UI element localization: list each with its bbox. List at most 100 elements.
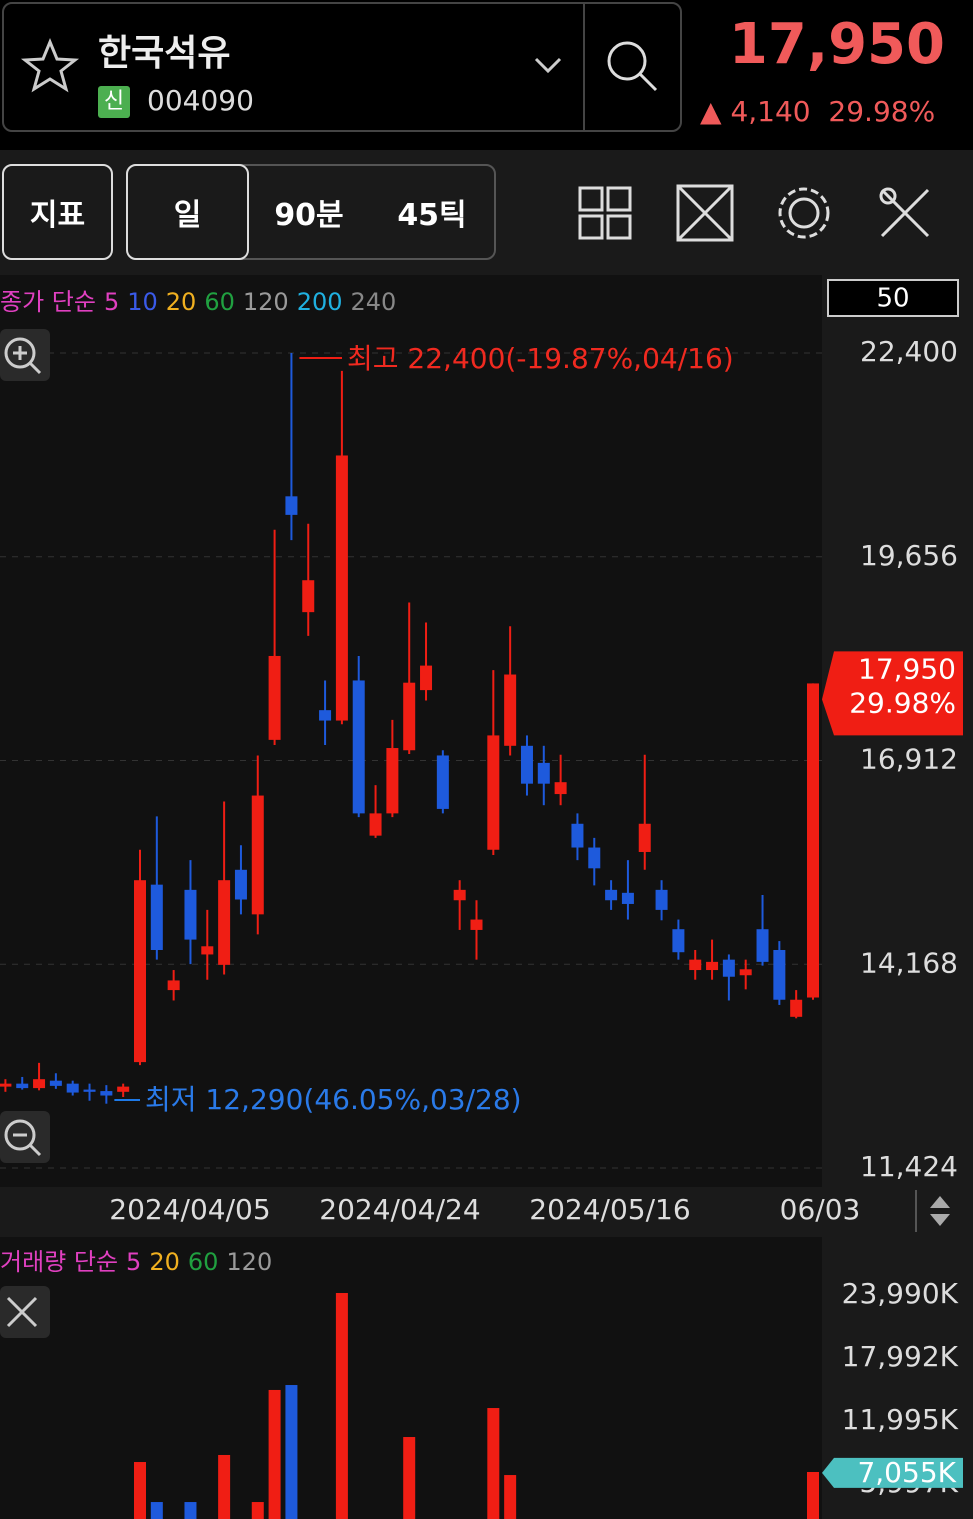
y-tick-label: 22,400: [860, 335, 958, 368]
header: 한국석유 신 004090 17,950 ▲ 4,140 29.98%: [0, 0, 973, 150]
volume-bar: [150, 1502, 163, 1519]
zoom-out-handle: [28, 1143, 42, 1157]
annotation-high: 최고 22,400(-19.87%,04/16): [347, 342, 734, 375]
dropdown-icon[interactable]: [533, 55, 563, 75]
candle-body: [605, 889, 618, 901]
candle-body: [285, 496, 298, 515]
current-change: 29.98%: [849, 686, 956, 719]
legend-period: 240: [351, 288, 397, 316]
candle-body: [588, 847, 601, 869]
search-icon[interactable]: [602, 36, 662, 96]
candle-body: [420, 665, 433, 691]
legend-period: 200: [297, 288, 343, 316]
candle-body: [0, 1083, 12, 1087]
legend-period: 5: [104, 288, 119, 316]
candle-body: [756, 929, 769, 962]
zoom-in-handle: [28, 361, 42, 375]
candle-body: [66, 1083, 79, 1093]
candle-body: [621, 892, 634, 904]
scroll-up: [930, 1196, 950, 1208]
volume-badge: [822, 1457, 963, 1488]
y-tick-label: 11,424: [860, 1150, 958, 1183]
zoom-out-glass: [4, 1119, 36, 1151]
candle-body: [33, 1079, 46, 1089]
change-pct: 29.98%: [828, 95, 936, 128]
count-label: 50: [876, 284, 909, 314]
candle-body: [487, 735, 500, 850]
candle-body: [807, 683, 819, 998]
candle-body: [150, 884, 163, 950]
candle-body: [184, 889, 197, 940]
candle-body: [655, 889, 668, 910]
candle-body: [739, 969, 752, 976]
close-button: [0, 1286, 50, 1338]
volume-bar: [504, 1475, 517, 1519]
volume-bar: [335, 1293, 348, 1519]
star-icon[interactable]: [20, 36, 80, 96]
candle-body: [369, 813, 382, 836]
indicator-button[interactable]: [2, 164, 113, 260]
count-box: [827, 279, 959, 317]
candle-body: [773, 949, 786, 1000]
candle-body: [352, 680, 365, 814]
candle-body: [638, 823, 651, 852]
x-tick-label: 2024/04/24: [319, 1193, 480, 1226]
candle-body: [268, 655, 281, 740]
volume-bar: [807, 1471, 819, 1519]
period-selected[interactable]: [126, 164, 249, 260]
stock-code: 004090: [147, 84, 254, 117]
candle-body: [504, 674, 517, 746]
legend-period: 10: [127, 288, 158, 316]
candle-body: [49, 1080, 62, 1086]
candle-body: [537, 762, 550, 784]
volume-bar: [184, 1502, 197, 1519]
legend-period: 120: [243, 288, 289, 316]
candle-body: [672, 929, 685, 953]
candle-body: [167, 980, 180, 991]
volume-bar: [134, 1462, 146, 1519]
y-tick-label: 14,168: [860, 946, 958, 979]
period[interactable]: 45틱: [397, 198, 467, 233]
current-price: 17,950: [858, 652, 956, 685]
toolbar-icons[interactable]: [570, 178, 970, 248]
y-tick-label: 17,992K: [842, 1340, 959, 1373]
period[interactable]: 일: [173, 198, 202, 233]
candle-body: [470, 919, 483, 930]
indicator-label[interactable]: 지표: [29, 198, 86, 233]
x-tick-label: 2024/05/16: [529, 1193, 690, 1226]
candle-body: [251, 795, 264, 915]
candle-body: [83, 1089, 96, 1092]
candle-body: [436, 755, 449, 809]
candle-body: [16, 1083, 29, 1089]
y-tick-label: 16,912: [860, 743, 958, 776]
date-bar: [0, 1187, 973, 1237]
legend-label: 거래량 단순: [0, 1248, 118, 1276]
stock-name: 한국석유: [98, 33, 231, 74]
change: 4,140: [730, 95, 811, 128]
volume-bar: [403, 1437, 416, 1519]
volume-current: 7,055K: [857, 1456, 956, 1489]
volume-bar: [268, 1389, 281, 1519]
close-icon: [6, 1296, 38, 1328]
y-tick-label: 19,656: [860, 539, 958, 572]
candle-body: [453, 889, 466, 901]
price-change: ▲ 4,140 29.98%: [700, 95, 936, 128]
candle-body: [201, 946, 214, 955]
legend-period: 120: [226, 1248, 272, 1276]
x-tick-label: 06/03: [780, 1193, 861, 1226]
candle-body: [234, 869, 247, 900]
period[interactable]: 90분: [274, 198, 344, 233]
zoom-in-glass: [4, 337, 36, 369]
candle-body: [706, 961, 719, 971]
legend-period: 5: [126, 1248, 141, 1276]
candle-body: [554, 782, 567, 795]
candle-body: [790, 999, 803, 1017]
axis-bg: [822, 275, 973, 1519]
badge: 신: [98, 86, 130, 118]
legend-period: 20: [149, 1248, 180, 1276]
candle-body: [386, 748, 399, 814]
volume-bar: [251, 1502, 264, 1519]
stock-selector[interactable]: [2, 2, 682, 132]
